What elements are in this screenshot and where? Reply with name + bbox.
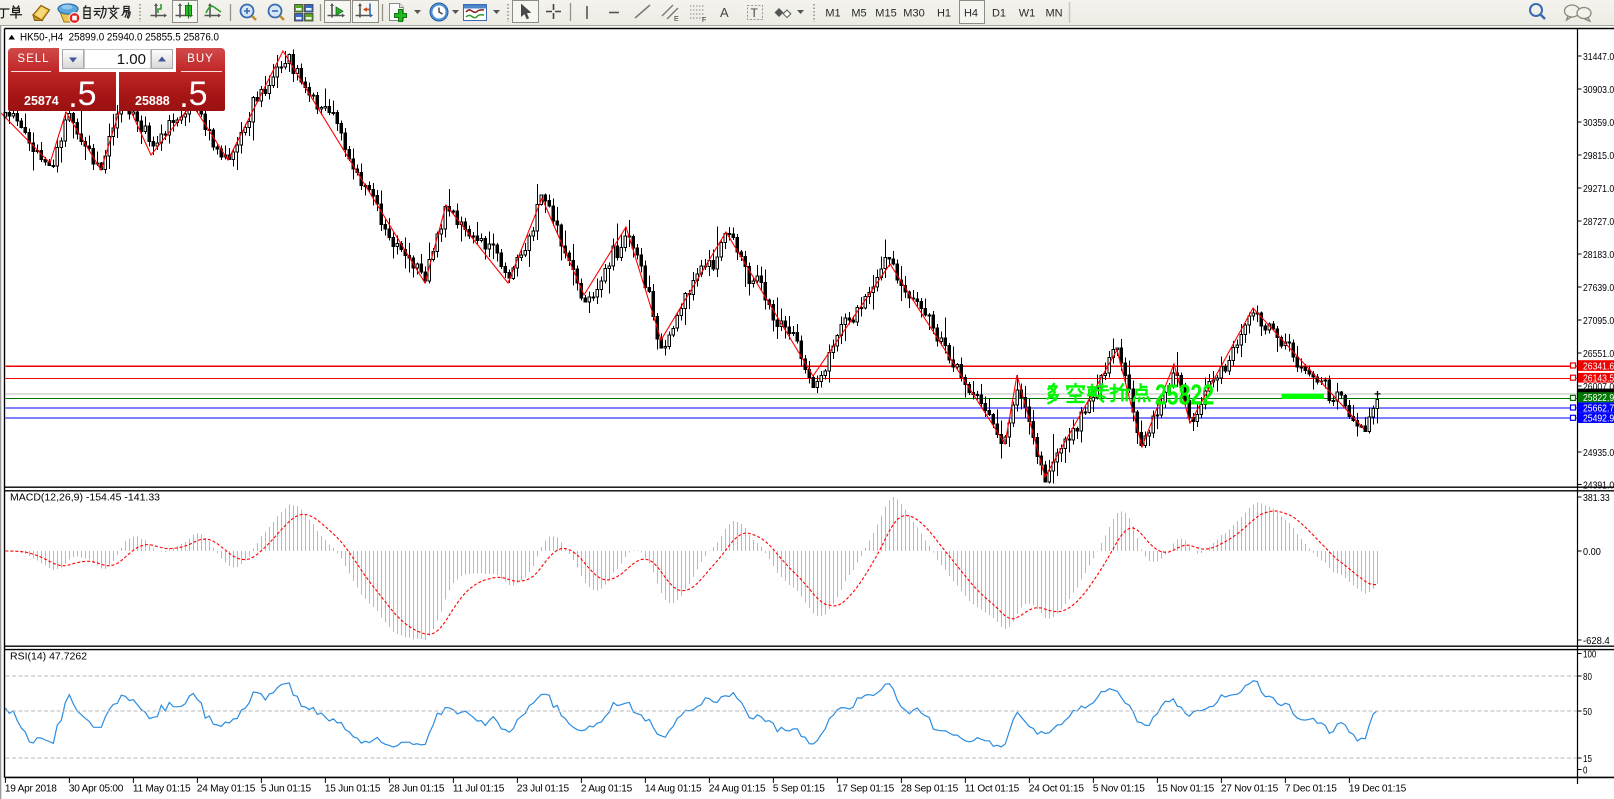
svg-text:29815.0: 29815.0 [1583,150,1614,162]
svg-text:26143.5: 26143.5 [1583,373,1614,385]
svg-text:11 Jul 01:15: 11 Jul 01:15 [453,784,505,795]
svg-text:0: 0 [1583,764,1588,776]
svg-text:15 Nov 01:15: 15 Nov 01:15 [1157,784,1215,795]
svg-text:23 Jul 01:15: 23 Jul 01:15 [517,784,570,795]
svg-text:MN: MN [1045,8,1062,20]
svg-text:T: T [751,6,759,20]
svg-text:14 Aug 01:15: 14 Aug 01:15 [645,784,702,795]
svg-text:28 Sep 01:15: 28 Sep 01:15 [901,784,959,795]
svg-text:MACD(12,26,9) -154.45 -141.33: MACD(12,26,9) -154.45 -141.33 [10,492,160,504]
svg-text:30 Apr 05:00: 30 Apr 05:00 [69,784,124,795]
svg-text:29271.0: 29271.0 [1583,183,1614,195]
svg-text:25662.7: 25662.7 [1583,402,1614,414]
svg-text:2 Aug 01:15: 2 Aug 01:15 [581,784,633,795]
svg-text:D1: D1 [992,8,1006,20]
svg-text:25492.9: 25492.9 [1583,413,1614,425]
svg-text:24 Oct 01:15: 24 Oct 01:15 [1029,784,1084,795]
svg-text:E: E [674,16,679,23]
svg-text:-628.4: -628.4 [1583,635,1610,647]
svg-text:28 Jun 01:15: 28 Jun 01:15 [389,784,445,795]
svg-text:5 Jun 01:15: 5 Jun 01:15 [261,784,312,795]
svg-text:M5: M5 [851,8,866,20]
svg-text:100: 100 [1583,648,1596,660]
svg-text:24935.0: 24935.0 [1583,447,1614,459]
svg-text:28727.0: 28727.0 [1583,216,1614,228]
svg-text:0.00: 0.00 [1583,546,1601,558]
svg-text:26341.6: 26341.6 [1583,360,1614,372]
svg-text:381.33: 381.33 [1583,492,1610,504]
svg-text:24 Aug 01:15: 24 Aug 01:15 [709,784,766,795]
svg-text:19 Apr 2018: 19 Apr 2018 [5,784,57,795]
svg-text:17 Sep 01:15: 17 Sep 01:15 [837,784,895,795]
svg-text:30903.0: 30903.0 [1583,84,1614,96]
svg-text:50: 50 [1583,706,1592,718]
svg-text:HK50-,H4 25899.0 25940.0 2585: HK50-,H4 25899.0 25940.0 25855.5 25876.0 [20,32,219,44]
svg-text:27095.0: 27095.0 [1583,315,1614,327]
svg-text:30359.0: 30359.0 [1583,117,1614,129]
svg-text:27639.0: 27639.0 [1583,282,1614,294]
svg-text:27 Nov 01:15: 27 Nov 01:15 [1221,784,1279,795]
svg-text:7 Dec 01:15: 7 Dec 01:15 [1285,784,1337,795]
svg-text:19 Dec 01:15: 19 Dec 01:15 [1349,784,1407,795]
svg-text:26551.0: 26551.0 [1583,348,1614,360]
svg-text:28183.0: 28183.0 [1583,249,1614,261]
svg-text:15 Jun 01:15: 15 Jun 01:15 [325,784,381,795]
svg-text:H4: H4 [964,8,978,20]
svg-text:RSI(14) 47.7262: RSI(14) 47.7262 [10,651,87,663]
svg-text:F: F [702,17,706,24]
svg-text:H1: H1 [937,8,951,20]
svg-text:M30: M30 [903,8,924,20]
svg-text:11 Oct 01:15: 11 Oct 01:15 [965,784,1020,795]
svg-text:15: 15 [1583,753,1592,765]
svg-text:M15: M15 [875,8,896,20]
svg-text:5 Nov 01:15: 5 Nov 01:15 [1093,784,1145,795]
svg-text:25822.9: 25822.9 [1583,392,1614,404]
svg-text:A: A [720,5,729,20]
svg-text:M1: M1 [825,8,840,20]
svg-text:24391.0: 24391.0 [1583,479,1614,491]
svg-text:25822: 25822 [1155,380,1214,412]
svg-text:11 May 01:15: 11 May 01:15 [133,784,191,795]
svg-text:80: 80 [1583,671,1592,683]
svg-text:5 Sep 01:15: 5 Sep 01:15 [773,784,825,795]
svg-text:24 May 01:15: 24 May 01:15 [197,784,256,795]
svg-text:W1: W1 [1019,8,1036,20]
svg-text:31447.0: 31447.0 [1583,51,1614,63]
